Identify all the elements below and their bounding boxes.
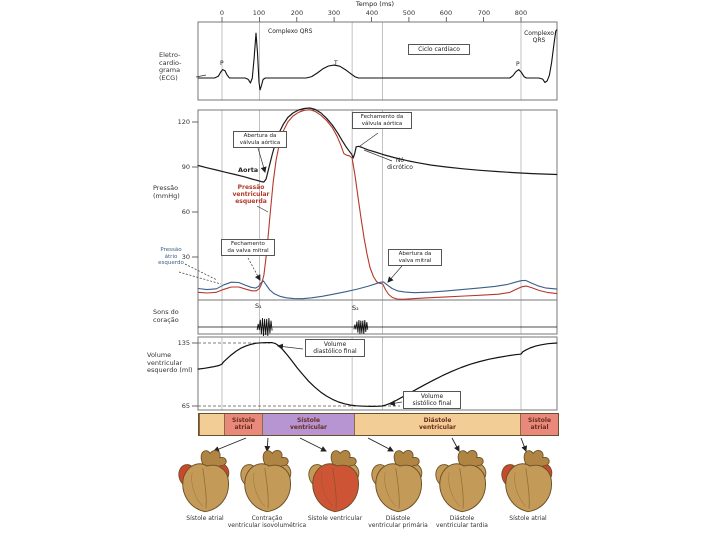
- pressure-tick-label: 30: [181, 253, 190, 261]
- heart-caption: Diástole ventricular tardia: [436, 515, 488, 529]
- heart-caption: Sístole ventricular: [307, 515, 363, 522]
- end-systolic-volume-box: Volume sistólico final: [403, 391, 461, 409]
- heart-caption: Sístole atrial: [509, 515, 547, 522]
- time-tick-label: 700: [477, 9, 491, 17]
- mitral-valve-close-box: Fechamento da valva mitral: [221, 239, 275, 256]
- heart-illustration: [371, 449, 423, 513]
- time-tick-label: 100: [252, 9, 266, 17]
- cardiac-phase-band: Sístole atrial Sístole ventricular Diástol…: [198, 413, 559, 436]
- volume-side-label: Volume ventricular esquerdo (ml): [147, 351, 193, 374]
- pressure-tick-label: 60: [181, 208, 190, 216]
- la-pressure-label: Pressão átrio esquerdo: [158, 247, 184, 266]
- phase-segment: Diástole ventricular: [354, 414, 520, 435]
- pressure-side-label: Pressão (mmHg): [153, 184, 180, 200]
- end-diastolic-volume-box: Volume diastólico final: [305, 339, 365, 357]
- lv-pressure-label: Pressão ventricular esquerda: [232, 184, 270, 205]
- heart-illustration: [178, 449, 230, 513]
- pressure-tick-label: 90: [181, 163, 190, 171]
- phase-segment: Sístole ventricular: [262, 414, 354, 435]
- heart-sounds-side-label: Sons do coração: [153, 308, 179, 324]
- volume-tick-label: 135: [177, 339, 190, 347]
- ecg-side-label: Eletro- cardio- grama (ECG): [159, 51, 182, 82]
- t-wave-label: T: [334, 60, 338, 67]
- heart-caption: Diástole ventricular primária: [368, 515, 428, 529]
- heart-illustration: [435, 449, 487, 513]
- phase-segment: Sístole atrial: [224, 414, 262, 435]
- aortic-valve-close-box: Fechamento da válvula aórtica: [352, 112, 412, 129]
- p-wave-label-2: P: [516, 61, 520, 68]
- time-tick-label: 500: [402, 9, 416, 17]
- mitral-valve-open-box: Abertura da valva mitral: [388, 249, 442, 266]
- aorta-curve-label: Aorta: [238, 166, 259, 174]
- heart-caption: Sístole atrial: [186, 515, 224, 522]
- cardiac-cycle-box: Ciclo cardíaco: [408, 44, 470, 55]
- dicrotic-notch-label: Nó dicrótico: [387, 157, 413, 171]
- aortic-valve-open-box: Abertura da válvula aórtica: [233, 131, 287, 148]
- qrs-complex-label-right: Complexo QRS: [524, 30, 554, 44]
- time-tick-label: 0: [219, 9, 225, 17]
- time-tick-label: 800: [514, 9, 528, 17]
- time-tick-label: 300: [327, 9, 341, 17]
- phase-segment: Sístole atrial: [520, 414, 558, 435]
- volume-tick-label: 65: [181, 402, 190, 410]
- heart-illustration: [308, 449, 360, 513]
- time-tick-label: 400: [365, 9, 379, 17]
- time-axis-title: Tempo (ms): [355, 0, 395, 8]
- p-wave-label-1: P: [220, 60, 224, 67]
- s1-sound-label: S₁: [255, 302, 262, 310]
- pressure-tick-label: 120: [177, 118, 190, 126]
- heart-illustration: [240, 449, 292, 513]
- qrs-complex-label-left: Complexo QRS: [268, 28, 313, 35]
- time-tick-label: 200: [290, 9, 304, 17]
- s2-sound-label: S₂: [352, 304, 359, 312]
- time-tick-label: 600: [439, 9, 453, 17]
- heart-illustration: [501, 449, 553, 513]
- heart-caption: Contração ventricular isovolumétrica: [227, 515, 307, 529]
- phase-segment: [199, 414, 224, 435]
